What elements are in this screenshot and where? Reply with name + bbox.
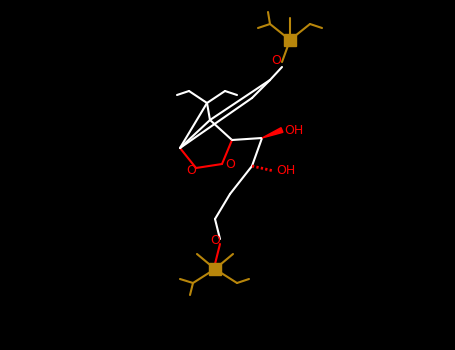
Text: O: O — [225, 158, 235, 170]
Text: O: O — [271, 54, 281, 66]
Text: OH: OH — [276, 164, 295, 177]
Polygon shape — [262, 128, 283, 138]
Text: OH: OH — [284, 124, 303, 136]
Text: O: O — [210, 234, 220, 247]
Text: O: O — [186, 163, 196, 176]
